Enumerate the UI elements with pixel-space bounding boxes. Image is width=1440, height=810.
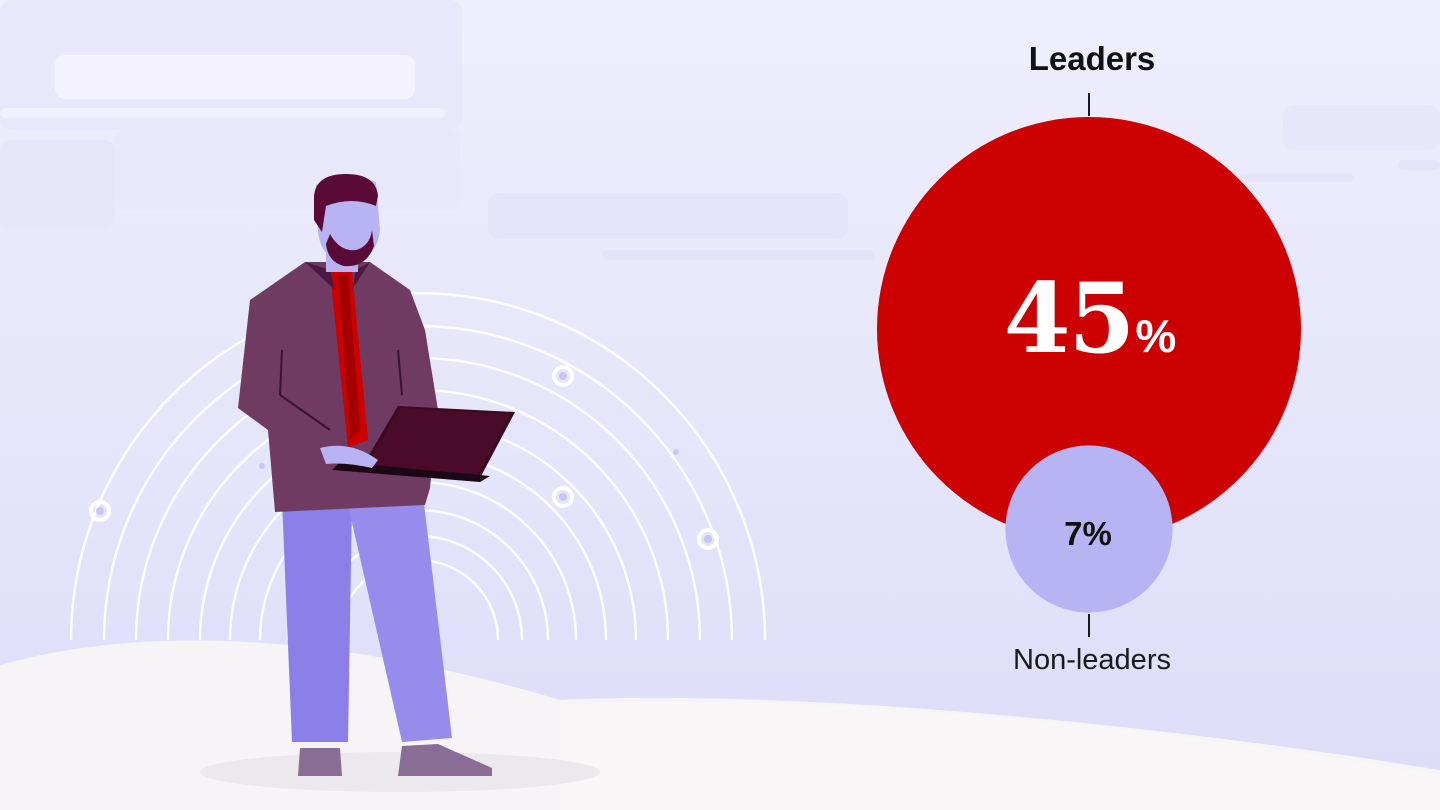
background-decoration bbox=[0, 0, 1440, 260]
value-label-nonleaders: 7% bbox=[1064, 515, 1112, 552]
value-label-leaders: 45% bbox=[960, 262, 1220, 375]
category-label-nonleaders: Non-leaders bbox=[1013, 644, 1171, 676]
percent-sign: % bbox=[1135, 310, 1177, 362]
bubble-chart bbox=[877, 93, 1301, 637]
bubble-leaders bbox=[877, 117, 1301, 541]
person-illustration bbox=[238, 174, 515, 776]
arc-nodes bbox=[89, 365, 719, 550]
value-number-leaders: 45 bbox=[1003, 262, 1136, 375]
category-label-leaders: Leaders bbox=[1028, 40, 1156, 77]
bubble-nonleaders bbox=[1005, 445, 1173, 613]
